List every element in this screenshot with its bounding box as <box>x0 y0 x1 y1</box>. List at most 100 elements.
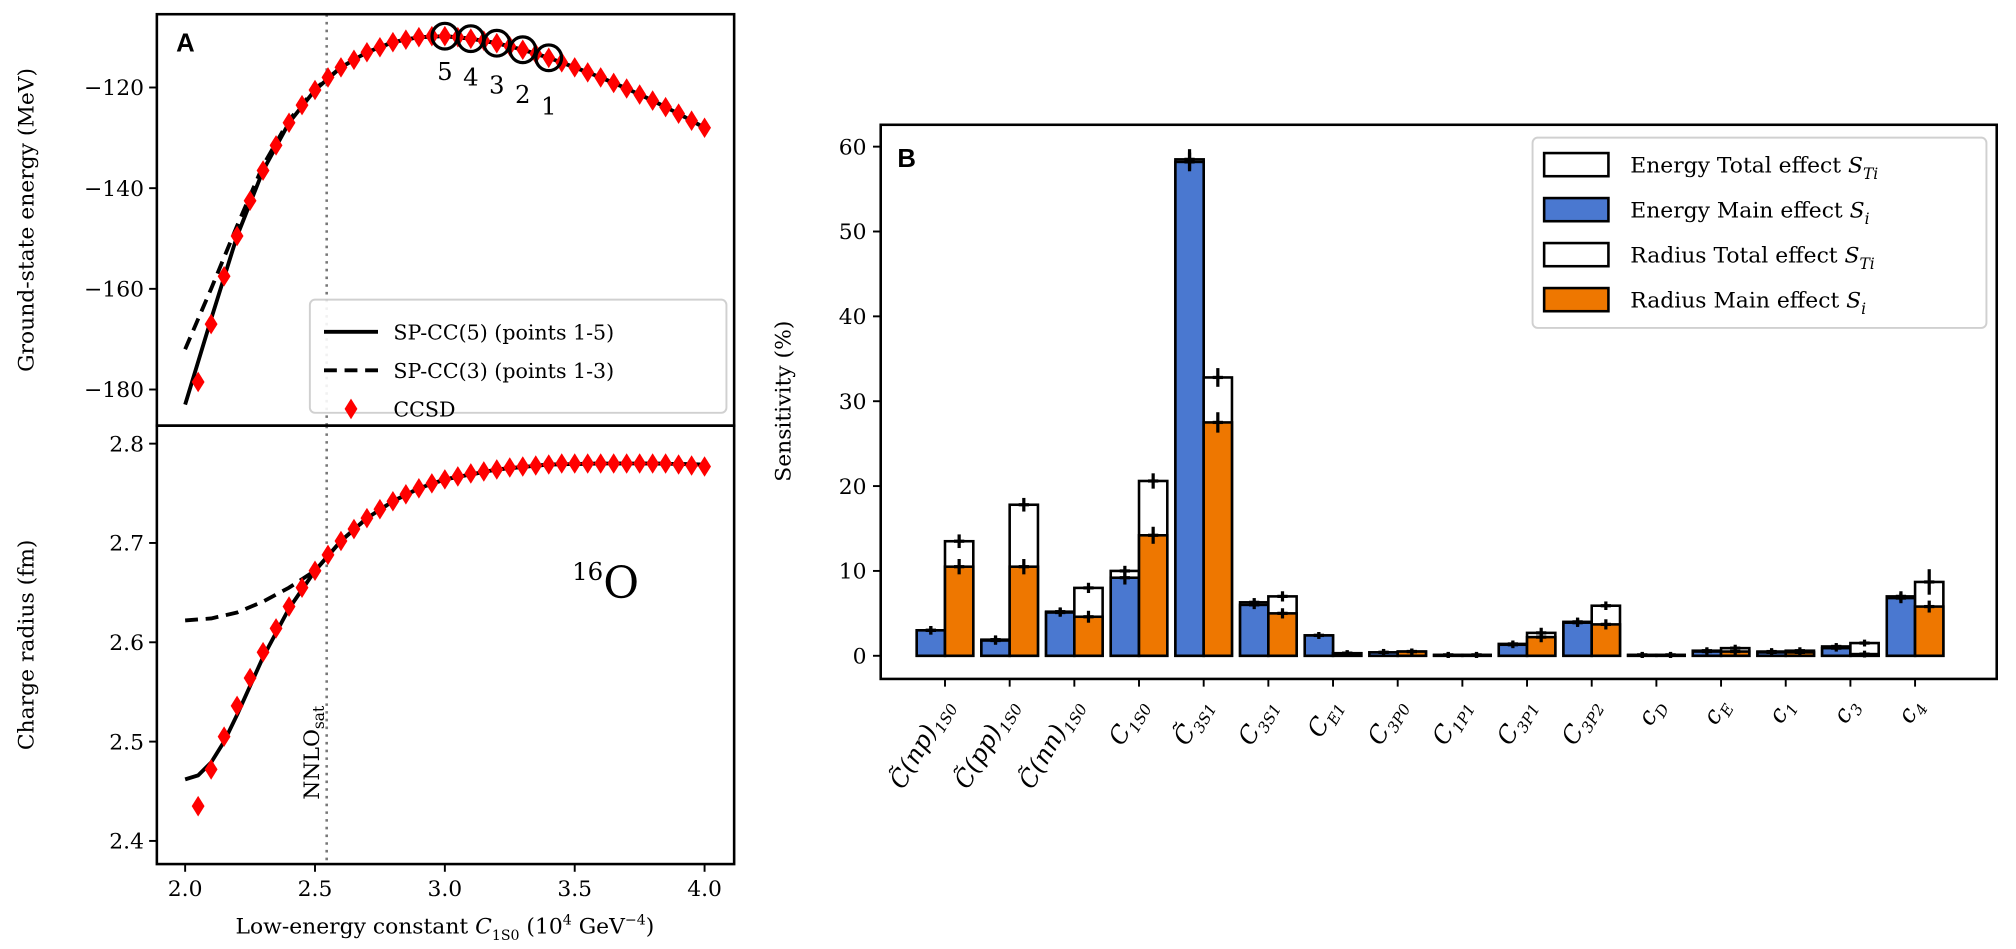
ccsd-point <box>399 29 413 50</box>
ccsd-point <box>685 455 699 476</box>
y-tick-label: 2.7 <box>109 532 144 557</box>
text-part: GeV <box>572 915 626 940</box>
ccsd-point <box>698 456 711 477</box>
text-part: ) <box>646 915 655 940</box>
x-tick-label: C1S0 <box>1102 693 1155 752</box>
ccsd-point <box>490 459 504 480</box>
x-tick-label: C3P2 <box>1555 693 1608 752</box>
ccsd-point <box>529 455 543 476</box>
radius-main-bar <box>1913 605 1945 658</box>
ccsd-point <box>568 453 582 474</box>
energy-main-bar <box>1044 611 1076 658</box>
ccsd-point <box>269 135 283 156</box>
panel-label-b: B <box>897 145 916 173</box>
ccsd-point <box>542 47 556 69</box>
text-part: sat <box>310 705 328 729</box>
text-part: 1S0 <box>492 928 520 944</box>
ccsd-point <box>620 453 634 474</box>
x-tick-label: C̃(nn)1S0 <box>1012 693 1091 796</box>
ccsd-point <box>581 453 595 474</box>
ccsd-point <box>672 103 686 124</box>
point-label: 1 <box>541 91 557 120</box>
highlight-circle <box>508 35 538 65</box>
ccsd-point <box>477 461 491 482</box>
ccsd-point <box>646 90 660 111</box>
text-part: −4 <box>625 913 646 929</box>
y-tick-label: 40 <box>839 305 867 330</box>
ccsd-point <box>516 456 530 477</box>
ccsd-point <box>269 618 283 639</box>
x-tick-label: C3P0 <box>1361 693 1414 752</box>
energy-main-bar <box>1109 576 1141 658</box>
ccsd-point <box>438 25 452 47</box>
ccsd-point <box>672 454 686 475</box>
text-part: Energy Main effect <box>1630 198 1849 223</box>
ccsd-point <box>490 32 504 54</box>
text-part: C̃(nn) <box>1012 719 1072 793</box>
x-tick-label: C̃3S1 <box>1167 693 1220 752</box>
energy-main-bar <box>1174 160 1205 658</box>
text-part: C <box>475 915 492 940</box>
energy-main-bar <box>1885 596 1917 658</box>
x-axis-label: Low-energy constant C1S0 (104 GeV−4) <box>235 913 654 944</box>
y-tick-label: 60 <box>839 135 867 160</box>
ccsd-point <box>620 78 634 99</box>
legend: Energy Total effect STi Energy Main effec… <box>1531 136 1988 329</box>
sp-cc5-line <box>184 461 705 782</box>
reference-line-label: NNLOsat <box>300 705 328 800</box>
x-tick-label: 2.0 <box>168 877 203 902</box>
element-symbol: O <box>603 558 639 609</box>
highlight-circle <box>482 28 512 58</box>
ccsd-point <box>386 490 400 512</box>
ccsd-point <box>425 473 439 494</box>
radius-main-bar <box>943 565 975 658</box>
ccsd-point <box>204 759 218 780</box>
ccsd-point <box>581 62 595 83</box>
ccsd-point <box>594 453 608 474</box>
ccsd-point <box>282 112 296 134</box>
text-part: 1S0 <box>1125 701 1156 736</box>
radius-subplot: 2.8 2.7 2.6 2.5 2.4 Charge radius (fm) 2.0 2.5 3… <box>14 424 736 944</box>
ccsd-point <box>555 453 569 474</box>
text-part: i <box>1865 210 1870 228</box>
ccsd-point <box>646 453 660 474</box>
legend-label: Energy Total effect STi <box>1630 153 1878 182</box>
x-tick-label: 4.0 <box>687 877 722 902</box>
x-tick-label: c1 <box>1762 693 1803 730</box>
legend-label: CCSD <box>393 398 455 422</box>
ccsd-point <box>347 49 361 71</box>
radius-main-bar <box>1202 421 1234 658</box>
ccsd-point <box>542 454 556 475</box>
panel-label-a: A <box>176 29 195 57</box>
text-part: S <box>1848 153 1863 178</box>
x-tick-label: cD <box>1631 693 1673 732</box>
ccsd-point <box>633 84 647 105</box>
x-tick-label: c3 <box>1826 693 1867 730</box>
x-tick-label: C1P1 <box>1426 693 1479 752</box>
ccsd-point <box>256 160 270 181</box>
plot-area <box>184 453 711 817</box>
legend-swatch-icon <box>1542 286 1610 313</box>
x-tick-label: 3.0 <box>427 877 462 902</box>
text-part: 3P0 <box>1384 701 1415 736</box>
y-axis-label: Charge radius (fm) <box>14 540 39 751</box>
y-tick-label: 30 <box>839 390 867 415</box>
panel-a: −120 −140 −160 −180 Ground-state energy (MeV… <box>14 12 736 944</box>
ccsd-point <box>308 560 322 582</box>
ccsd-point <box>607 453 621 474</box>
nucleus-label: 16O <box>572 557 639 609</box>
x-tick-label: 2.5 <box>298 877 333 902</box>
ccsd-point <box>516 39 530 61</box>
legend-swatch-icon <box>1542 196 1610 223</box>
ccsd-point <box>594 67 608 88</box>
y-tick-label: 10 <box>839 560 867 585</box>
legend-label: SP-CC(3) (points 1-3) <box>393 359 614 383</box>
ccsd-point <box>451 466 465 487</box>
ccsd-point <box>295 577 309 598</box>
y-tick-label: 2.4 <box>109 830 144 855</box>
y-tick-label: 2.8 <box>109 432 144 457</box>
point-label: 3 <box>489 70 505 99</box>
x-tick-label: 3.5 <box>557 877 592 902</box>
